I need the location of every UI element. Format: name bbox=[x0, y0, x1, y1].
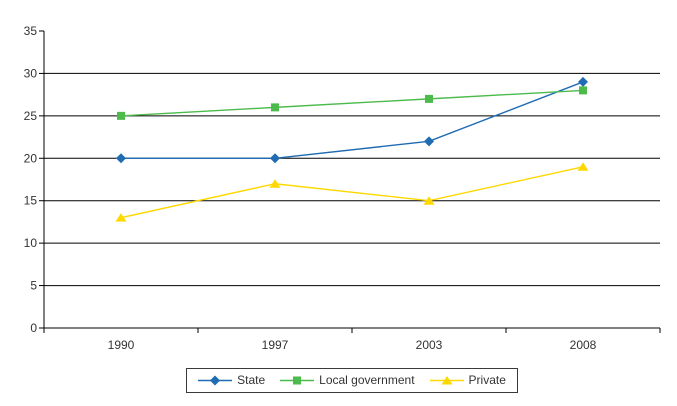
legend-diamond-icon bbox=[198, 375, 233, 385]
series-line-state bbox=[121, 81, 584, 159]
legend-item-local-government: Local government bbox=[280, 373, 415, 387]
legend-label-state: State bbox=[237, 373, 266, 387]
marker-private-2003 bbox=[423, 196, 435, 205]
marker-state-2008 bbox=[578, 76, 588, 87]
x-tick-label-2008: 2008 bbox=[570, 338, 597, 352]
legend-item-private: Private bbox=[429, 373, 506, 387]
legend-label-private: Private bbox=[468, 373, 506, 387]
marker-private-2008 bbox=[577, 162, 589, 171]
y-tick-label-0: 0 bbox=[30, 321, 37, 335]
x-tick-label-2003: 2003 bbox=[416, 338, 443, 352]
chart-legend: State Local government Private bbox=[44, 368, 660, 393]
x-tick-label-1997: 1997 bbox=[262, 338, 289, 352]
legend-label-local-government: Local government bbox=[319, 373, 415, 387]
marker-local-government-1997 bbox=[271, 103, 279, 112]
marker-local-government-2008 bbox=[579, 86, 587, 95]
legend-box: State Local government Private bbox=[186, 368, 518, 393]
y-tick-label-20: 20 bbox=[24, 151, 38, 165]
marker-local-government-2003 bbox=[425, 94, 433, 103]
marker-state-2003 bbox=[424, 136, 434, 147]
marker-state-1990 bbox=[116, 153, 126, 164]
x-tick-label-1990: 1990 bbox=[108, 338, 135, 352]
y-tick-label-30: 30 bbox=[24, 66, 38, 80]
y-tick-label-15: 15 bbox=[24, 194, 38, 208]
marker-private-1990 bbox=[115, 213, 127, 222]
marker-private-1997 bbox=[269, 179, 281, 188]
legend-item-state: State bbox=[198, 374, 265, 386]
y-tick-label-10: 10 bbox=[24, 236, 38, 250]
marker-state-1997 bbox=[270, 153, 280, 164]
marker-local-government-1990 bbox=[117, 111, 125, 120]
y-tick-label-5: 5 bbox=[30, 279, 37, 293]
y-tick-label-25: 25 bbox=[24, 109, 38, 123]
y-tick-label-35: 35 bbox=[24, 24, 38, 38]
series-line-local-government bbox=[120, 89, 584, 117]
legend-triangle-icon bbox=[429, 375, 464, 384]
series-line-private bbox=[120, 166, 584, 219]
legend-square-icon bbox=[280, 376, 315, 384]
